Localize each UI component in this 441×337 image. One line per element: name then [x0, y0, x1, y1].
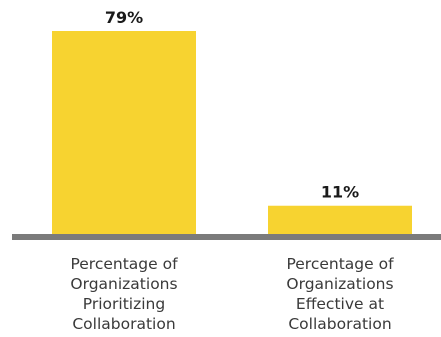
category-label-0-line-3: Collaboration — [72, 315, 176, 333]
category-label-1-line-2: Effective at — [295, 295, 385, 313]
value-label-1: 11% — [321, 183, 359, 202]
category-label-1-line-0: Percentage of — [286, 255, 394, 273]
bar-1 — [268, 205, 412, 234]
bars-group — [52, 31, 412, 234]
category-label-0: Percentage of Organizations Prioritizing… — [39, 254, 209, 334]
category-label-1-line-1: Organizations — [286, 275, 394, 293]
category-label-0-line-0: Percentage of — [70, 255, 178, 273]
category-label-1: Percentage of Organizations Effective at… — [255, 254, 425, 334]
category-label-0-line-2: Prioritizing — [82, 295, 166, 313]
category-label-1-line-3: Collaboration — [288, 315, 392, 333]
value-labels-group: 79% 11% — [105, 8, 359, 202]
bar-0 — [52, 31, 196, 234]
value-label-0: 79% — [105, 8, 143, 27]
category-label-0-line-1: Organizations — [70, 275, 178, 293]
